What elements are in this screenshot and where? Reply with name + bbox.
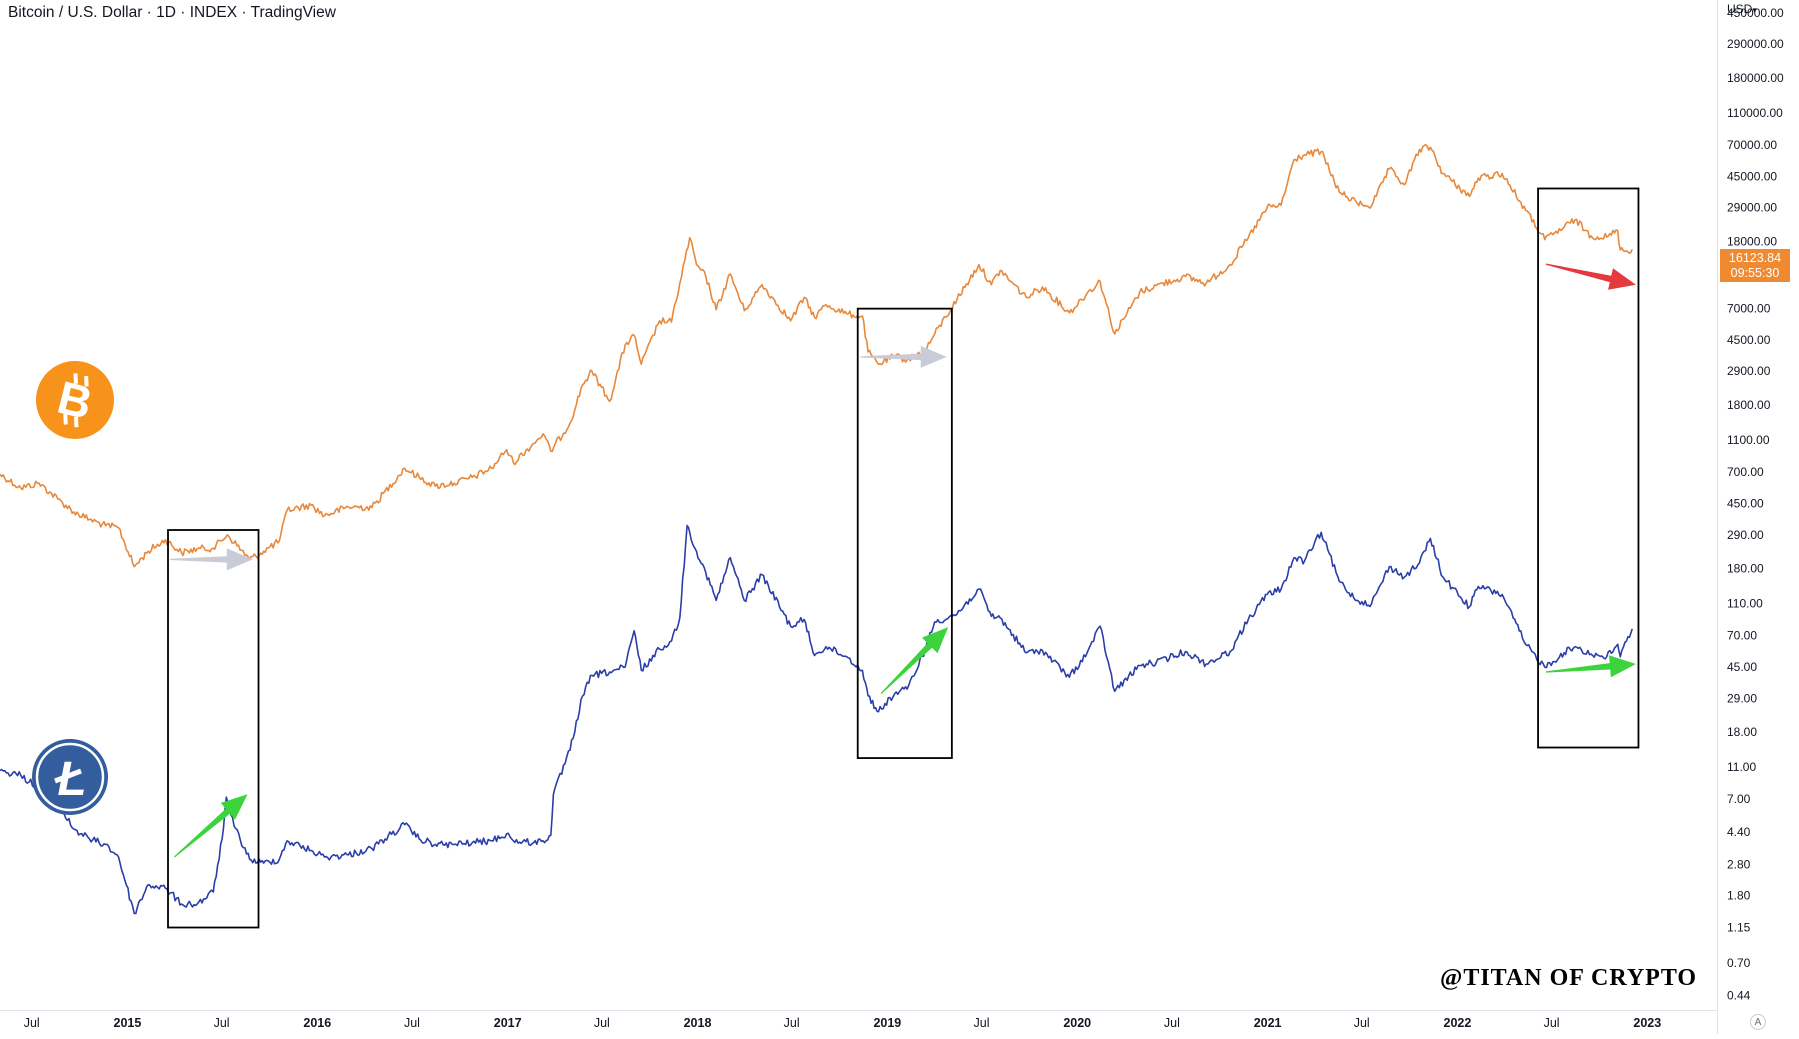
y-tick-label: 18.00 — [1727, 725, 1757, 739]
x-tick-label: 2020 — [1063, 1016, 1091, 1030]
trend-arrow — [880, 627, 949, 694]
bar-countdown: 09:55:30 — [1730, 266, 1780, 280]
trend-arrow — [860, 345, 947, 368]
watermark-text: @TITAN OF CRYPTO — [1440, 965, 1698, 991]
x-tick-label: Jul — [1544, 1016, 1560, 1030]
y-tick-label: 0.44 — [1727, 989, 1751, 1003]
chart-title: Bitcoin / U.S. Dollar · 1D · INDEX · Tra… — [8, 4, 336, 21]
y-tick-label: 180000.00 — [1727, 71, 1784, 85]
litecoin-price-line — [0, 524, 1633, 915]
x-tick-label: Jul — [24, 1016, 40, 1030]
y-tick-label: 1800.00 — [1727, 398, 1771, 412]
y-tick-label: 7.00 — [1727, 792, 1751, 806]
x-tick-label: Jul — [594, 1016, 610, 1030]
x-tick-label: Jul — [1164, 1016, 1180, 1030]
highlight-box — [856, 307, 953, 759]
highlight-box — [167, 529, 260, 929]
y-tick-label: 290.00 — [1727, 528, 1764, 542]
y-tick-label: 11.00 — [1727, 760, 1756, 774]
y-tick-label: 1100.00 — [1727, 433, 1770, 447]
x-tick-label: 2019 — [873, 1016, 901, 1030]
bitcoin-logo-icon: B — [36, 361, 114, 439]
x-tick-label: 2021 — [1254, 1016, 1282, 1030]
x-tick-label: 2017 — [494, 1016, 522, 1030]
y-tick-label: 29.00 — [1727, 691, 1757, 705]
time-scale[interactable]: Jul 2015 Jul 2016 Jul 2017 Jul 2018 Jul 2019 Jul 20… — [24, 1016, 1662, 1030]
y-tick-label: 2900.00 — [1727, 364, 1771, 378]
litecoin-logo-icon: L — [32, 739, 108, 815]
y-tick-label: 1.80 — [1727, 889, 1751, 903]
y-tick-label: 18000.00 — [1727, 235, 1777, 249]
bitcoin-price-line — [0, 143, 1633, 568]
y-tick-label: 290000.00 — [1727, 37, 1784, 51]
y-tick-label: 4.40 — [1727, 825, 1751, 839]
y-tick-label: 700.00 — [1727, 465, 1764, 479]
y-tick-label: 45000.00 — [1727, 169, 1777, 183]
series-layer — [0, 143, 1633, 915]
x-tick-label: Jul — [1354, 1016, 1370, 1030]
y-tick-label: 180.00 — [1727, 562, 1764, 576]
auto-scale-button[interactable]: A — [1750, 1014, 1766, 1030]
trend-arrow — [170, 548, 253, 571]
y-tick-label: 110000.00 — [1727, 106, 1783, 120]
trend-arrow — [1545, 655, 1636, 678]
y-tick-label: 4500.00 — [1727, 333, 1771, 347]
x-tick-label: 2023 — [1633, 1016, 1661, 1030]
x-tick-label: Jul — [404, 1016, 420, 1030]
currency-dropdown[interactable]: USD▾ — [1727, 2, 1757, 16]
y-tick-label: 0.70 — [1727, 956, 1751, 970]
chevron-down-icon: ▾ — [1752, 5, 1757, 15]
y-tick-label: 450.00 — [1727, 497, 1764, 511]
y-tick-label: 1.15 — [1727, 921, 1751, 935]
x-tick-label: 2022 — [1444, 1016, 1472, 1030]
y-tick-label: 450000.00 — [1727, 6, 1784, 20]
y-tick-label: 110.00 — [1727, 597, 1763, 611]
x-tick-label: 2015 — [114, 1016, 142, 1030]
annotation-layer — [167, 187, 1640, 929]
y-tick-label: 45.00 — [1727, 660, 1757, 674]
y-tick-label: 70.00 — [1727, 629, 1757, 643]
y-tick-label: 7000.00 — [1727, 302, 1771, 316]
price-scale[interactable]: 450000.00 290000.00 180000.00 110000.00 7000… — [1727, 6, 1784, 1003]
y-tick-label: 70000.00 — [1727, 138, 1777, 152]
x-tick-label: Jul — [974, 1016, 990, 1030]
currency-label: USD — [1727, 2, 1753, 16]
y-tick-label: 2.80 — [1727, 857, 1751, 871]
trend-arrow — [173, 794, 248, 858]
trend-arrow — [1545, 263, 1636, 290]
last-price-badge: 16123.84 09:55:30 — [1720, 249, 1790, 282]
y-tick-label: 29000.00 — [1727, 201, 1777, 215]
x-tick-label: Jul — [784, 1016, 800, 1030]
last-price-value: 16123.84 — [1728, 251, 1782, 265]
x-tick-label: 2018 — [684, 1016, 712, 1030]
highlight-box — [1537, 187, 1640, 749]
x-tick-label: 2016 — [303, 1016, 331, 1030]
x-tick-label: Jul — [214, 1016, 230, 1030]
